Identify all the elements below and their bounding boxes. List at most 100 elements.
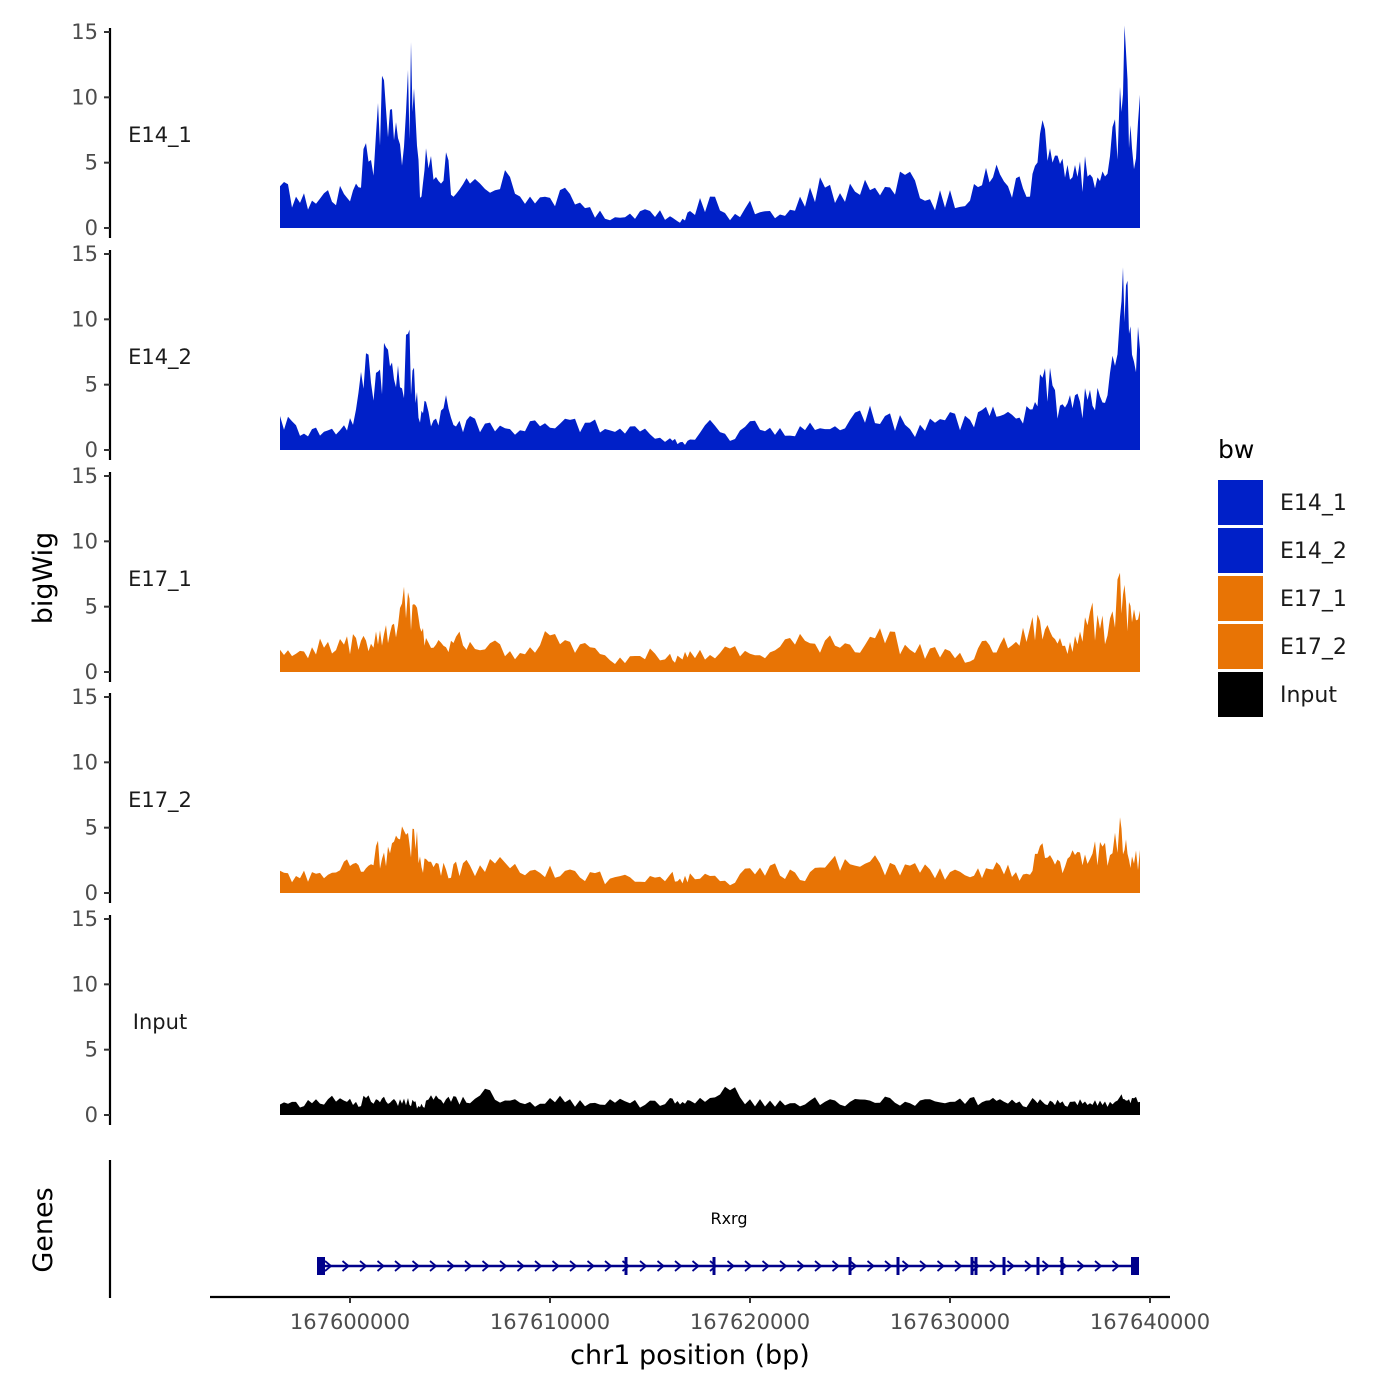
- strand-arrow: [796, 1260, 805, 1272]
- y-tick-label: 0: [85, 438, 98, 462]
- gene-panel: Rxrg: [108, 1160, 1139, 1298]
- y-tick-label: 10: [71, 972, 98, 996]
- y-tick-label: 15: [71, 20, 98, 44]
- strand-arrow: [516, 1260, 525, 1272]
- x-tick-label: 167630000: [890, 1310, 1010, 1334]
- legend-swatch: [1218, 576, 1263, 621]
- y-tick-label: 15: [71, 685, 98, 709]
- track-e17-2: 0 5 10 15 E17_2: [71, 685, 1140, 905]
- legend-swatch: [1218, 528, 1263, 573]
- y-tick-label: 5: [85, 1038, 98, 1062]
- bigwig-track-panels: 0 5 10 15 E14_1 0 5 10 15 E14_2 0 5 10 15 E17_1 0 5 10 15 E…: [71, 20, 1140, 1127]
- strand-arrow: [1076, 1260, 1085, 1272]
- strand-arrow: [569, 1260, 578, 1272]
- legend-label: E14_1: [1280, 491, 1347, 516]
- legend-item-e14-2: E14_2: [1218, 528, 1347, 573]
- coverage-area-input: [280, 1086, 1140, 1115]
- strand-arrow: [709, 1260, 718, 1272]
- coverage-area-e14-2: [280, 267, 1140, 450]
- strand-arrow: [726, 1260, 735, 1272]
- x-tick-label: 167640000: [1090, 1310, 1210, 1334]
- strand-arrow: [989, 1260, 998, 1272]
- strand-arrow: [446, 1260, 455, 1272]
- coverage-area-e14-1: [280, 25, 1140, 228]
- legend-swatch: [1218, 624, 1263, 669]
- legend-label: Input: [1280, 683, 1337, 708]
- strand-arrow: [534, 1260, 543, 1272]
- x-axis: 167600000 167610000 167620000 167630000 1676…: [210, 1295, 1210, 1334]
- strand-arrow: [691, 1260, 700, 1272]
- y-tick-label: 10: [71, 307, 98, 331]
- strand-arrow: [499, 1260, 508, 1272]
- y-tick-label: 5: [85, 373, 98, 397]
- exon: [970, 1257, 974, 1275]
- y-tick-label: 0: [85, 216, 98, 240]
- exon: [1060, 1257, 1064, 1275]
- strand-arrow: [604, 1260, 613, 1272]
- strand-arrow: [1111, 1260, 1120, 1272]
- track-e14-1: 0 5 10 15 E14_1: [71, 20, 1140, 240]
- legend-label: E17_1: [1280, 587, 1347, 612]
- y-tick-label: 10: [71, 750, 98, 774]
- strand-arrow: [674, 1260, 683, 1272]
- legend-item-e17-1: E17_1: [1218, 576, 1347, 621]
- y-tick-label: 15: [71, 907, 98, 931]
- strand-arrow: [1094, 1260, 1103, 1272]
- strand-arrow: [411, 1260, 420, 1272]
- track-label: E17_1: [128, 567, 192, 592]
- exon: [896, 1257, 900, 1275]
- strand-arrow: [656, 1260, 665, 1272]
- strand-arrow: [551, 1260, 560, 1272]
- legend-item-input: Input: [1218, 672, 1337, 717]
- strand-arrow: [464, 1260, 473, 1272]
- x-tick-label: 167600000: [290, 1310, 410, 1334]
- track-e17-1: 0 5 10 15 E17_1: [71, 464, 1140, 684]
- strand-arrow: [341, 1260, 350, 1272]
- legend-item-e14-1: E14_1: [1218, 480, 1347, 525]
- legend-title: bw: [1218, 435, 1254, 464]
- x-tick-label: 167610000: [490, 1310, 610, 1334]
- strand-arrow: [849, 1260, 858, 1272]
- y-tick-label: 5: [85, 595, 98, 619]
- gene-model-rxrg: Rxrg: [317, 1209, 1139, 1275]
- exon: [1036, 1257, 1040, 1275]
- y-tick-label: 5: [85, 151, 98, 175]
- legend-swatch: [1218, 672, 1263, 717]
- x-tick-label: 167620000: [690, 1310, 810, 1334]
- strand-arrow: [919, 1260, 928, 1272]
- y-tick-label: 0: [85, 881, 98, 905]
- strand-arrow: [586, 1260, 595, 1272]
- strand-arrow: [779, 1260, 788, 1272]
- y-tick-label: 15: [71, 464, 98, 488]
- exon: [974, 1257, 978, 1275]
- track-label: E14_2: [128, 345, 192, 370]
- strand-arrow: [1041, 1260, 1050, 1272]
- exon: [624, 1257, 628, 1275]
- strand-arrow: [936, 1260, 945, 1272]
- exon: [712, 1257, 716, 1275]
- strand-arrow: [1006, 1260, 1015, 1272]
- strand-arrow: [376, 1260, 385, 1272]
- track-e14-2: 0 5 10 15 E14_2: [71, 242, 1140, 462]
- track-label: Input: [133, 1010, 187, 1034]
- strand-arrow: [831, 1260, 840, 1272]
- strand-arrow: [744, 1260, 753, 1272]
- exon: [1002, 1257, 1006, 1275]
- legend-swatch: [1218, 480, 1263, 525]
- strand-arrow: [954, 1260, 963, 1272]
- track-label: E17_2: [128, 788, 192, 813]
- legend-label: E17_2: [1280, 635, 1347, 660]
- exon: [848, 1257, 852, 1275]
- y-tick-label: 5: [85, 816, 98, 840]
- x-axis-title: chr1 position (bp): [570, 1340, 810, 1371]
- strand-arrow: [429, 1260, 438, 1272]
- strand-arrow: [901, 1260, 910, 1272]
- y-tick-label: 10: [71, 529, 98, 553]
- strand-arrow: [1024, 1260, 1033, 1272]
- gene-name-label: Rxrg: [710, 1209, 747, 1228]
- coverage-area-e17-2: [280, 817, 1140, 893]
- y-tick-label: 15: [71, 242, 98, 266]
- strand-arrow: [866, 1260, 875, 1272]
- strand-arrow: [481, 1260, 490, 1272]
- y-tick-label: 10: [71, 85, 98, 109]
